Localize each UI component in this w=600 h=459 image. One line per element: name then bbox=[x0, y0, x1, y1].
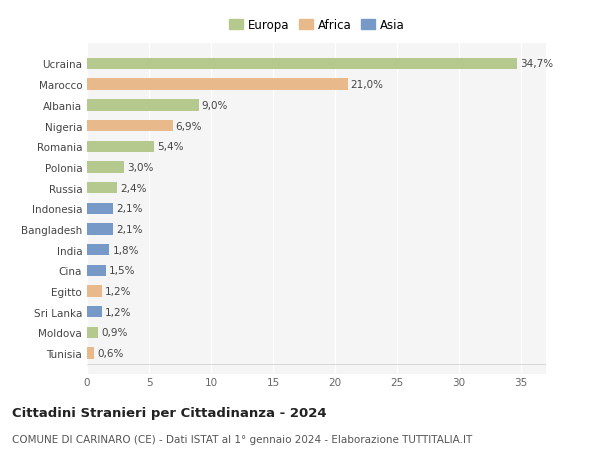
Bar bbox=[87, 141, 154, 152]
Text: 1,8%: 1,8% bbox=[112, 245, 139, 255]
Bar bbox=[87, 245, 109, 256]
Text: 6,9%: 6,9% bbox=[176, 121, 202, 131]
Bar bbox=[87, 348, 94, 359]
Text: 1,2%: 1,2% bbox=[105, 307, 131, 317]
Bar bbox=[87, 327, 98, 338]
Text: 2,1%: 2,1% bbox=[116, 224, 143, 235]
Text: 1,2%: 1,2% bbox=[105, 286, 131, 297]
Text: 0,9%: 0,9% bbox=[101, 328, 128, 338]
Text: 21,0%: 21,0% bbox=[350, 80, 383, 90]
Text: 2,1%: 2,1% bbox=[116, 204, 143, 214]
Bar bbox=[87, 121, 173, 132]
Text: 34,7%: 34,7% bbox=[521, 59, 554, 69]
Text: 5,4%: 5,4% bbox=[157, 142, 184, 152]
Bar bbox=[87, 59, 517, 70]
Bar bbox=[87, 307, 102, 318]
Text: 0,6%: 0,6% bbox=[98, 348, 124, 358]
Text: COMUNE DI CARINARO (CE) - Dati ISTAT al 1° gennaio 2024 - Elaborazione TUTTITALI: COMUNE DI CARINARO (CE) - Dati ISTAT al … bbox=[12, 434, 472, 444]
Text: Cittadini Stranieri per Cittadinanza - 2024: Cittadini Stranieri per Cittadinanza - 2… bbox=[12, 406, 326, 419]
Text: 1,5%: 1,5% bbox=[109, 266, 135, 276]
Bar bbox=[87, 203, 113, 214]
Bar bbox=[87, 183, 117, 194]
Bar bbox=[87, 100, 199, 111]
Bar bbox=[87, 286, 102, 297]
Bar bbox=[87, 224, 113, 235]
Bar bbox=[87, 162, 124, 173]
Text: 2,4%: 2,4% bbox=[120, 183, 146, 193]
Text: 3,0%: 3,0% bbox=[127, 162, 154, 173]
Bar bbox=[87, 265, 106, 276]
Legend: Europa, Africa, Asia: Europa, Africa, Asia bbox=[226, 17, 407, 34]
Text: 9,0%: 9,0% bbox=[202, 101, 228, 111]
Bar bbox=[87, 79, 347, 90]
